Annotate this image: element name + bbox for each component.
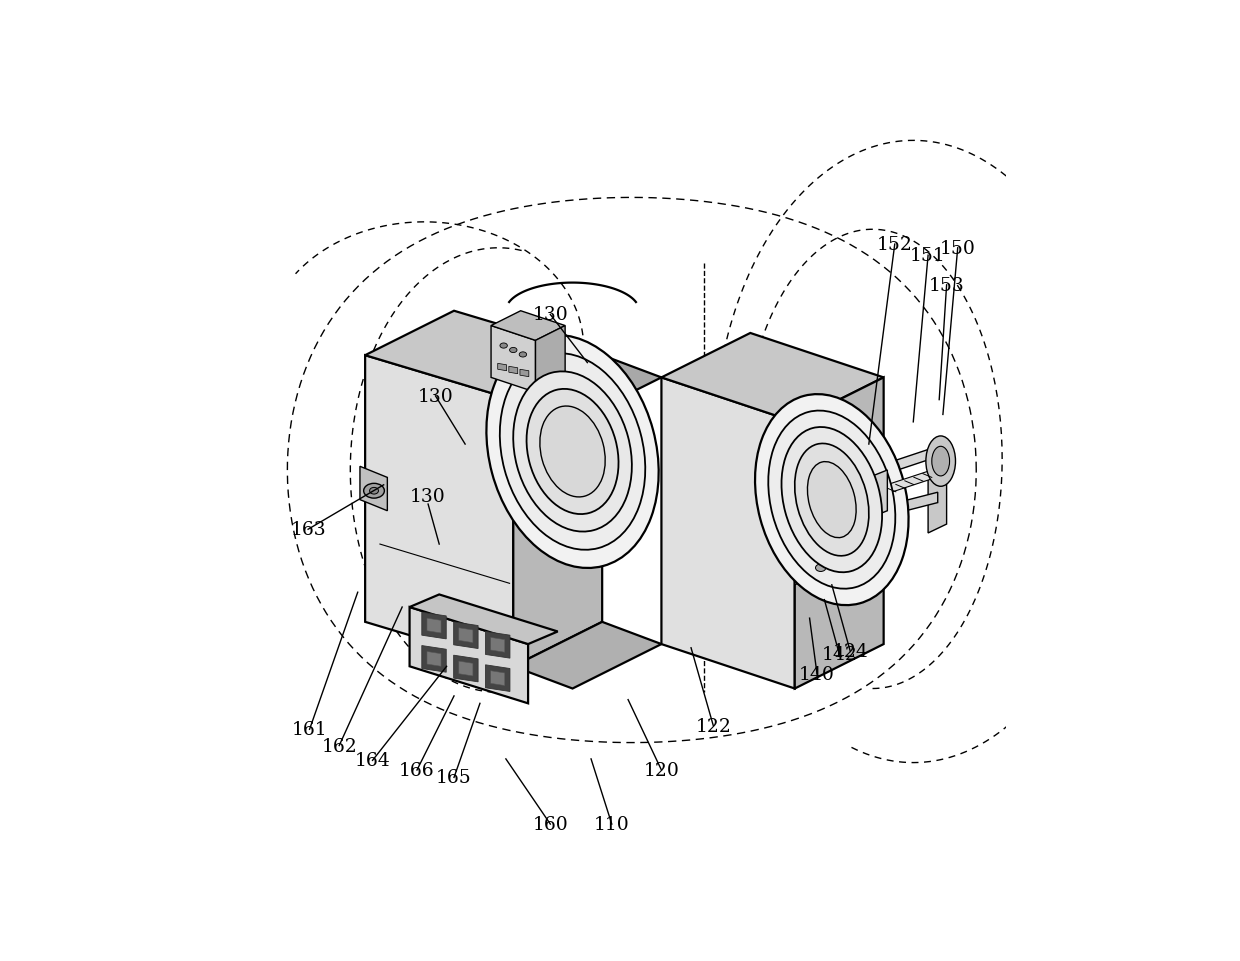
Ellipse shape [539,407,605,498]
Text: 153: 153 [929,277,965,294]
Text: 122: 122 [696,717,732,735]
Ellipse shape [510,348,517,354]
Text: 164: 164 [355,752,391,770]
Polygon shape [454,655,479,682]
Polygon shape [805,493,937,537]
Ellipse shape [781,428,882,573]
Ellipse shape [796,503,812,530]
Polygon shape [491,671,505,686]
Polygon shape [422,646,446,673]
Polygon shape [661,378,795,689]
Polygon shape [486,665,510,692]
Text: 142: 142 [821,645,857,663]
Text: 161: 161 [291,721,327,738]
Polygon shape [795,495,813,585]
Polygon shape [360,467,387,511]
Ellipse shape [520,353,527,357]
Ellipse shape [800,509,808,524]
Polygon shape [513,356,661,423]
Ellipse shape [926,436,956,487]
Polygon shape [928,443,946,533]
Text: 140: 140 [799,665,835,683]
Ellipse shape [500,344,507,349]
Text: 130: 130 [410,487,446,505]
Ellipse shape [363,483,384,499]
Polygon shape [491,638,505,653]
Ellipse shape [811,561,831,576]
Polygon shape [508,367,518,375]
Text: 151: 151 [910,247,946,265]
Polygon shape [805,447,937,502]
Polygon shape [409,607,528,703]
Polygon shape [536,326,565,393]
Text: 110: 110 [594,815,630,833]
Ellipse shape [931,447,950,477]
Polygon shape [409,595,558,645]
Text: 120: 120 [644,761,680,779]
Ellipse shape [807,462,856,538]
Polygon shape [513,622,661,689]
Ellipse shape [795,444,869,556]
Polygon shape [513,356,603,667]
Text: 166: 166 [399,761,435,779]
Polygon shape [520,370,528,378]
Ellipse shape [513,372,632,532]
Ellipse shape [500,354,645,551]
Polygon shape [459,661,472,677]
Ellipse shape [755,395,909,605]
Polygon shape [427,619,441,633]
Text: 124: 124 [832,643,868,661]
Polygon shape [459,628,472,643]
Text: 152: 152 [877,235,913,254]
Ellipse shape [816,564,826,572]
Polygon shape [486,631,510,658]
Polygon shape [491,311,565,341]
Ellipse shape [527,389,619,514]
Text: 162: 162 [321,737,357,754]
Text: 130: 130 [418,387,454,406]
Polygon shape [422,612,446,639]
Polygon shape [427,652,441,667]
Polygon shape [795,378,884,689]
Polygon shape [661,333,884,423]
Ellipse shape [769,411,895,589]
Polygon shape [806,471,931,521]
Polygon shape [365,356,513,667]
Polygon shape [851,471,888,526]
Text: 130: 130 [532,307,568,324]
Text: 150: 150 [940,239,976,258]
Text: 165: 165 [436,769,472,787]
Ellipse shape [486,335,658,568]
Ellipse shape [370,488,378,495]
Text: 160: 160 [532,815,568,833]
Polygon shape [497,364,507,371]
Polygon shape [365,311,603,400]
Polygon shape [491,326,536,393]
Text: 163: 163 [290,521,326,539]
Polygon shape [454,622,479,649]
